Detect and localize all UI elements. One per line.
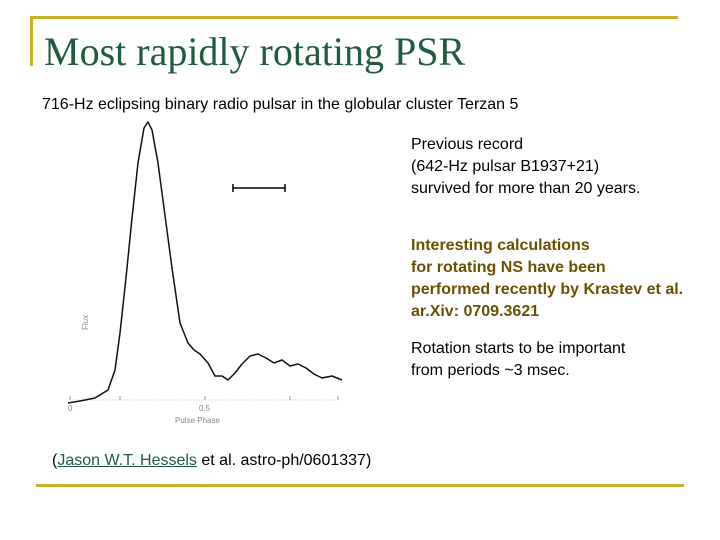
author-link[interactable]: Jason W.T. Hessels (57, 452, 197, 469)
text-line: for rotating NS have been (411, 259, 606, 276)
rotation-text: Rotation starts to be important from per… (411, 338, 625, 382)
text-line: (642-Hz pulsar B1937+21) (411, 158, 600, 175)
slide-subtitle: 716-Hz eclipsing binary radio pulsar in … (42, 96, 519, 113)
citation-rest: et al. astro-ph/0601337) (196, 452, 372, 469)
text-line: from periods ~3 msec. (411, 362, 570, 379)
calculations-text: Interesting calculations for rotating NS… (411, 235, 683, 323)
pulse-profile-line (67, 121, 343, 404)
y-axis-label: Flux (81, 315, 90, 330)
citation: (Jason W.T. Hessels et al. astro-ph/0601… (52, 452, 371, 470)
text-line: Interesting calculations (411, 237, 590, 254)
text-line: Rotation starts to be important (411, 340, 626, 357)
previous-record-text: Previous record (642-Hz pulsar B1937+21)… (411, 134, 640, 200)
text-line: performed recently by Krastev et al. (411, 281, 684, 298)
x-tick-label: 0 (68, 404, 73, 413)
text-line: survived for more than 20 years. (411, 180, 641, 197)
slide-title: Most rapidly rotating PSR (44, 29, 466, 74)
citation-open-paren: ( (52, 452, 58, 469)
text-line: ar.Xiv: 0709.3621 (411, 303, 540, 320)
frame-bottom-rule (36, 484, 684, 487)
frame-top-rule (30, 16, 678, 19)
text-line: Previous record (411, 136, 524, 153)
frame-left-rule (30, 16, 33, 66)
x-tick-label: 0.5 (199, 404, 211, 413)
pulse-profile-plot: 0 0.5 Pulse Phase Flux (67, 121, 343, 425)
x-axis-label: Pulse Phase (175, 416, 220, 425)
